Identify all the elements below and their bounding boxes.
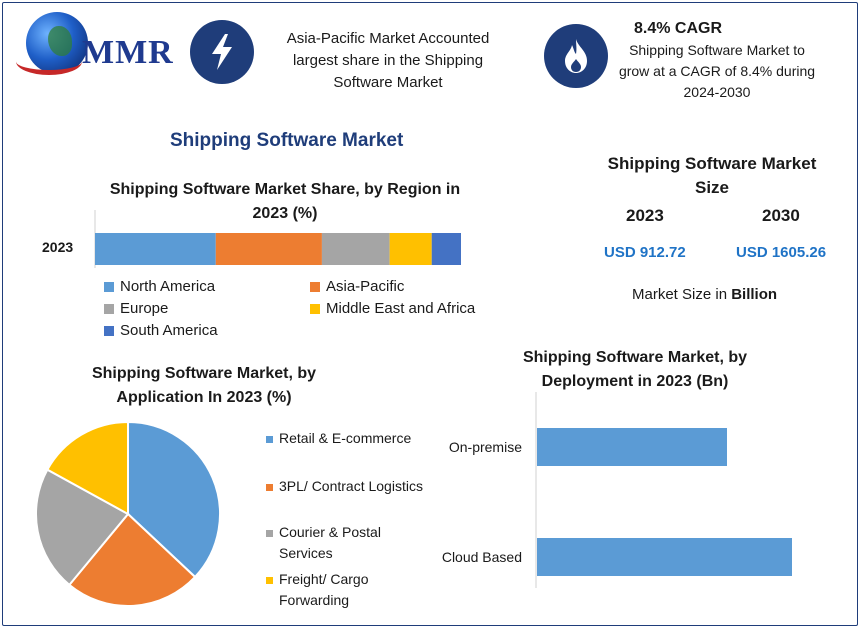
retail-swatch	[266, 435, 273, 443]
mea-swatch	[310, 303, 320, 314]
swoosh-icon	[16, 48, 82, 75]
legend-mea: Middle East and Africa	[310, 300, 475, 317]
region-stacked-bar-chart: 2023	[42, 210, 461, 268]
region-chart-title: Shipping Software Market Share, by Regio…	[109, 181, 461, 222]
legend-freight: Freight/ Cargo Forwarding	[266, 569, 407, 611]
legend-europe: Europe	[104, 300, 168, 317]
pie-slice-3pl-contract-logistics	[67, 512, 197, 607]
region-bar-segment-north-america	[95, 233, 216, 265]
deployment-bar-on-premise	[537, 428, 727, 466]
south-america-swatch	[104, 325, 114, 336]
region-highlight-text: Asia-Pacific Market Accounted largest sh…	[286, 30, 490, 91]
market-size-year-2023: 2023	[626, 206, 664, 225]
deployment-chart-title: Shipping Software Market, by Deployment …	[522, 349, 748, 390]
application-chart-title: Shipping Software Market, by Application…	[91, 365, 317, 406]
market-size-note: Market Size in Billion	[632, 286, 778, 303]
region-bar-segment-south-america	[431, 233, 461, 265]
region-bar-segment-europe	[321, 233, 390, 265]
legend-retail: Retail & E-commerce	[266, 428, 446, 449]
legend-north-america: North America	[104, 278, 215, 295]
lightning-icon	[190, 20, 254, 84]
market-size-value-2023: USD 912.72	[604, 244, 686, 261]
flame-icon	[544, 24, 608, 88]
3pl-swatch	[266, 483, 273, 491]
deployment-bar-cloud-based	[537, 538, 792, 576]
cagr-title: 8.4% CAGR	[634, 20, 723, 37]
logo-text: MMR	[82, 34, 174, 71]
region-bar-segment-middle-east-and-africa	[389, 233, 432, 265]
courier-swatch	[266, 529, 273, 537]
freight-swatch	[266, 576, 273, 584]
pie-slice-courier-postal-services	[35, 468, 130, 587]
north-america-swatch	[104, 281, 114, 292]
legend-courier: Courier & Postal Services	[266, 522, 407, 564]
main-title: Shipping Software Market	[170, 130, 404, 151]
region-bar-segment-asia-pacific	[215, 233, 322, 265]
market-size-year-2030: 2030	[762, 206, 800, 225]
asia-pacific-swatch	[310, 281, 320, 292]
deployment-category-label: Cloud Based	[442, 549, 522, 565]
legend-3pl: 3PL/ Contract Logistics	[266, 476, 446, 497]
mmr-logo: MMR	[14, 8, 174, 78]
pie-slice-freight-cargo-forwarding	[46, 420, 129, 516]
europe-swatch	[104, 303, 114, 314]
market-size-value-2030: USD 1605.26	[736, 244, 827, 261]
deployment-category-label: On-premise	[449, 439, 522, 455]
application-pie-chart	[35, 420, 221, 607]
market-size-title: Shipping Software Market Size	[607, 154, 817, 197]
pie-slice-retail-e-commerce	[127, 420, 221, 579]
legend-asia-pacific: Asia-Pacific	[310, 278, 404, 295]
legend-south-america: South America	[104, 322, 218, 339]
deployment-bar-chart: On-premise Cloud Based	[442, 392, 792, 588]
cagr-text: Shipping Software Market to grow at a CA…	[618, 42, 816, 100]
region-category-label: 2023	[42, 239, 73, 255]
